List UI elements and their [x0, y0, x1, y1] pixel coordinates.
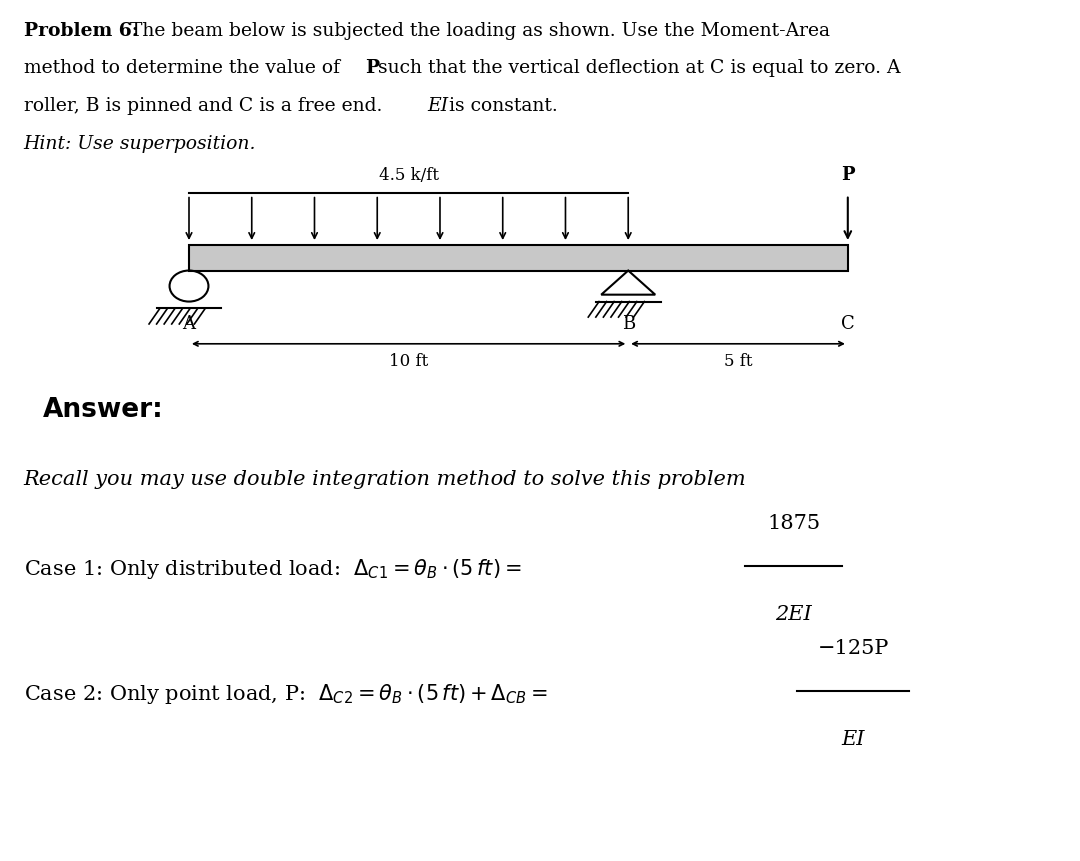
- Text: EI: EI: [428, 97, 449, 115]
- Bar: [189, 245, 848, 271]
- Text: method to determine the value of: method to determine the value of: [24, 59, 346, 77]
- Text: P: P: [365, 59, 379, 77]
- Text: EI: EI: [841, 729, 865, 748]
- Text: 5 ft: 5 ft: [724, 353, 753, 370]
- Text: B: B: [622, 314, 635, 332]
- Text: Answer:: Answer:: [43, 396, 164, 422]
- Text: 1875: 1875: [767, 513, 821, 532]
- Text: Recall you may use double integration method to solve this problem: Recall you may use double integration me…: [24, 469, 746, 488]
- Text: −125P: −125P: [818, 638, 889, 657]
- Text: 4.5 k/ft: 4.5 k/ft: [379, 166, 438, 183]
- Text: Problem 6:: Problem 6:: [24, 22, 138, 40]
- Text: Case 2: Only point load, P:  $\Delta_{C2} = \theta_B \cdot (5\,ft) + \Delta_{CB}: Case 2: Only point load, P: $\Delta_{C2}…: [24, 681, 548, 705]
- Text: The beam below is subjected the loading as shown. Use the Moment-Area: The beam below is subjected the loading …: [130, 22, 829, 40]
- Text: Hint: Use superposition.: Hint: Use superposition.: [24, 135, 256, 153]
- Text: Case 1: Only distributed load:  $\Delta_{C1} = \theta_B \cdot (5\,ft) =$: Case 1: Only distributed load: $\Delta_{…: [24, 556, 522, 580]
- Text: 10 ft: 10 ft: [389, 353, 429, 370]
- Text: is constant.: is constant.: [449, 97, 558, 115]
- Text: such that the vertical deflection at C is equal to zero. A: such that the vertical deflection at C i…: [378, 59, 901, 77]
- Text: 2EI: 2EI: [775, 604, 812, 623]
- Text: A: A: [183, 314, 195, 332]
- Text: C: C: [841, 314, 854, 332]
- Text: P: P: [841, 165, 854, 183]
- Text: roller, B is pinned and C is a free end.: roller, B is pinned and C is a free end.: [24, 97, 388, 115]
